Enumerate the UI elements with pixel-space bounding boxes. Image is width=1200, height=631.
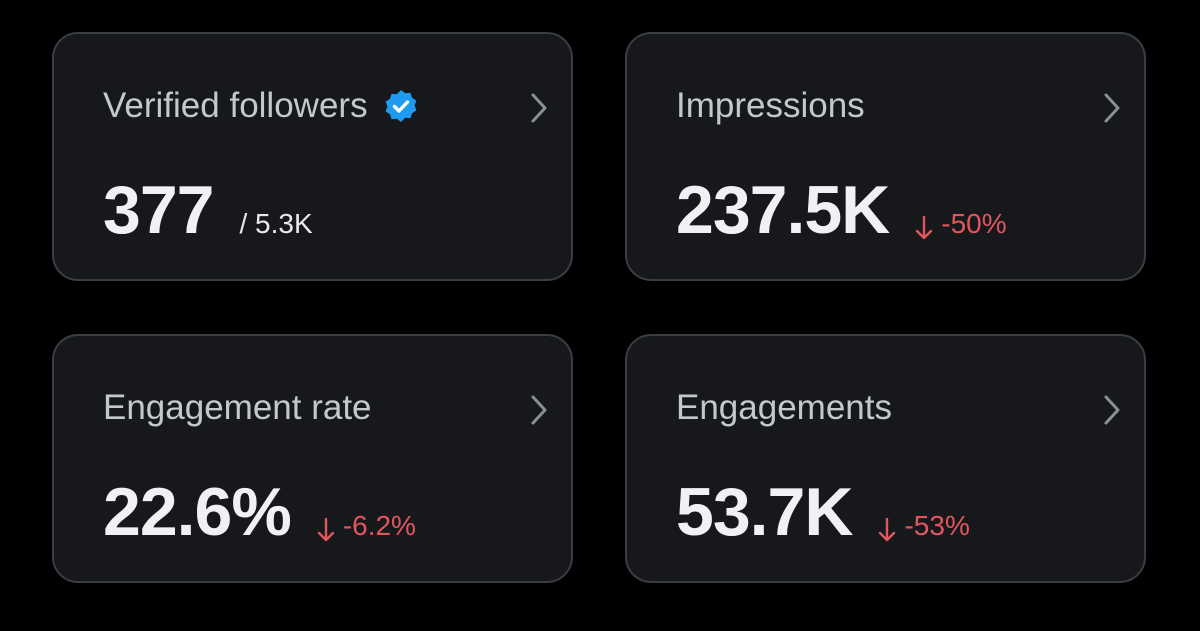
metric-card[interactable]: Engagements 53.7K -53% [625, 334, 1146, 583]
title-row: Engagement rate [103, 388, 372, 428]
chevron-right [1104, 93, 1120, 123]
title-row: Verified followers [103, 86, 418, 126]
change-text: -53% [904, 510, 970, 541]
card-title: Engagement rate [103, 388, 372, 427]
metric-total: / 5.3K [239, 208, 313, 239]
chevron-right [1104, 395, 1120, 425]
metric-change: -50% [915, 208, 1007, 240]
card-title: Verified followers [103, 86, 368, 125]
metric-value: 377 [103, 172, 214, 248]
chevron-right [531, 395, 547, 425]
chevron-right [531, 93, 547, 123]
change-text: -50% [941, 208, 1007, 239]
card-title: Engagements [676, 388, 892, 427]
metric-card[interactable]: Engagement rate 22.6% -6.2% [52, 334, 573, 583]
title-row: Engagements [676, 388, 892, 428]
down-arrow [879, 517, 896, 542]
metric-value: 237.5K [676, 172, 890, 248]
card-title: Impressions [676, 86, 865, 125]
metric-change: -6.2% [317, 510, 416, 542]
metric-value: 22.6% [103, 474, 292, 550]
verified-badge [385, 90, 416, 122]
value-row: 237.5K -50% [676, 170, 1007, 250]
title-row: Impressions [676, 86, 865, 126]
value-row: 53.7K -53% [676, 472, 970, 552]
down-arrow [916, 215, 933, 240]
metric-card[interactable]: Impressions 237.5K -50% [625, 32, 1146, 281]
metric-card[interactable]: Verified followers 377 / 5.3K [52, 32, 573, 281]
metric-change: -53% [878, 510, 970, 542]
value-row: 22.6% -6.2% [103, 472, 416, 552]
metric-value: 53.7K [676, 474, 853, 550]
down-arrow [317, 517, 335, 542]
change-text: -6.2% [342, 510, 416, 541]
value-row: 377 / 5.3K [103, 170, 313, 250]
